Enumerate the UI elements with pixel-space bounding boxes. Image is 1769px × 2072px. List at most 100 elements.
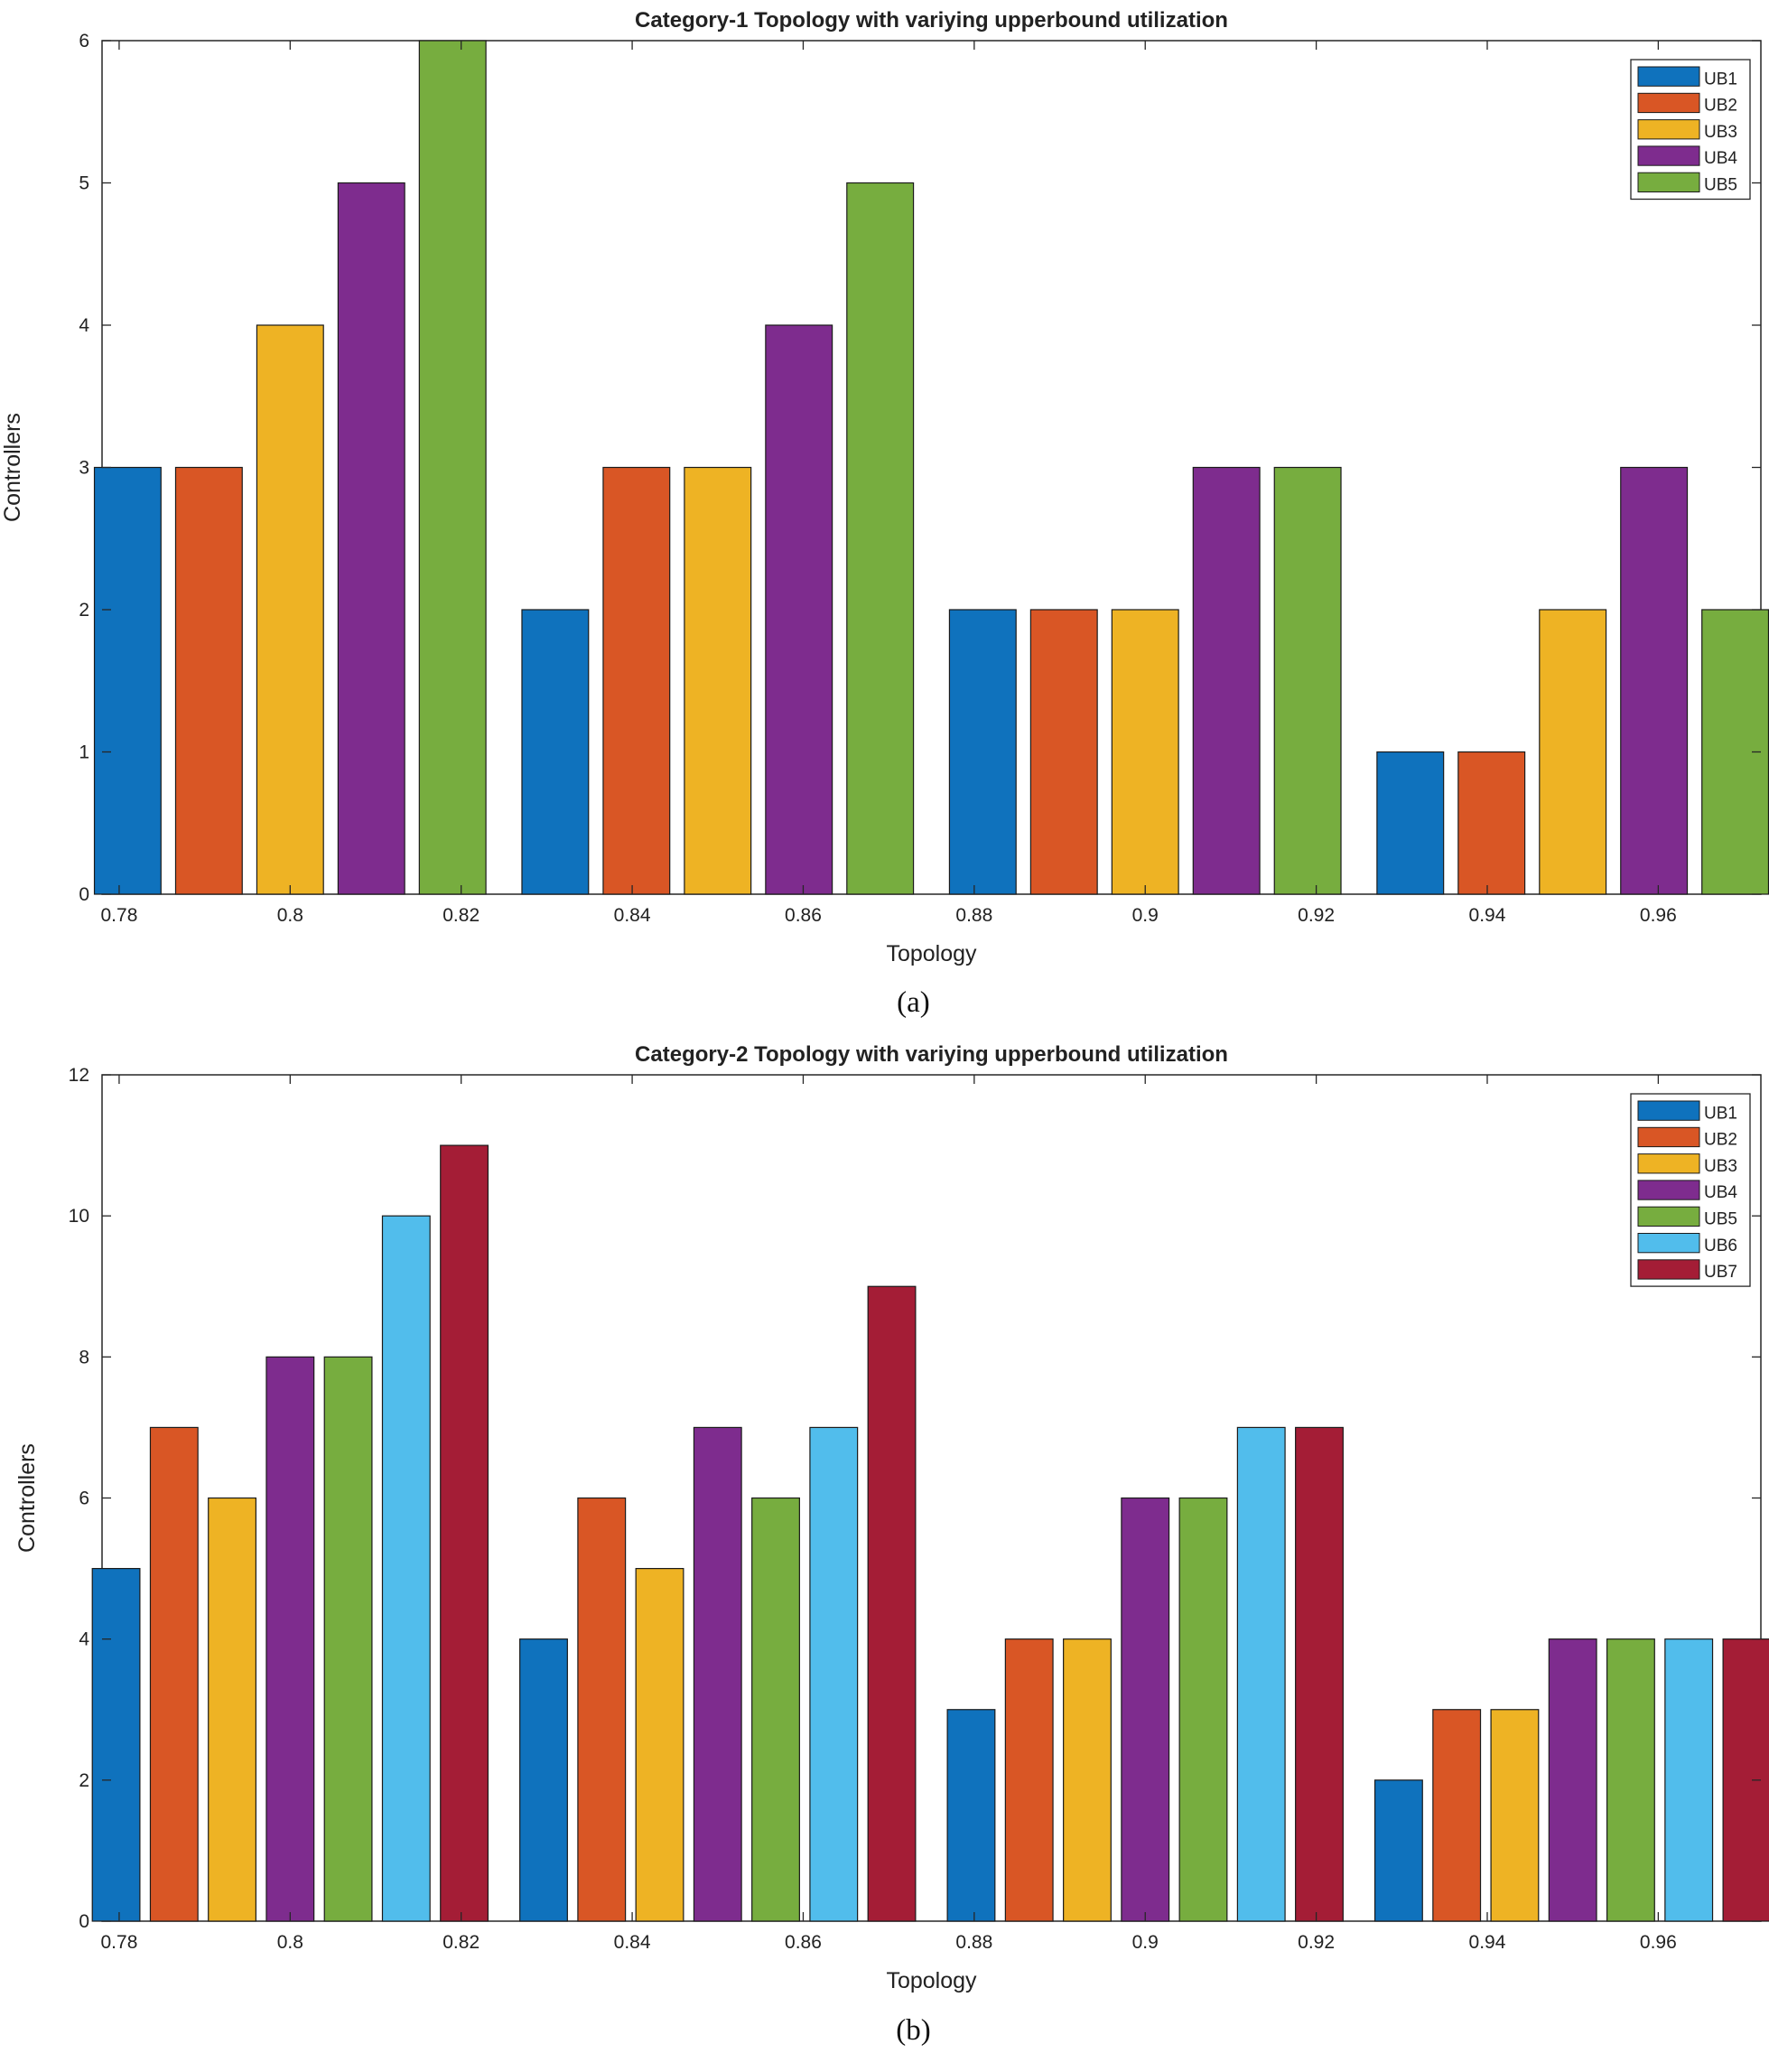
bar-ub5-group-3 [1178, 1497, 1228, 1922]
y-tick-label: 6 [79, 31, 89, 51]
bar-ub6-group-3 [1236, 1426, 1286, 1922]
legend-label-ub4: UB4 [1704, 149, 1737, 168]
y-tick-label: 6 [79, 1489, 89, 1509]
figure-caption: (a) [897, 986, 930, 1019]
y-tick-label: 3 [79, 458, 89, 479]
legend-swatch-ub4 [1637, 145, 1700, 166]
legend-swatch-ub1 [1637, 1100, 1700, 1121]
legend-label-ub3: UB3 [1704, 1157, 1737, 1176]
y-tick-label: 4 [79, 1629, 89, 1650]
x-tick-label: 0.9 [1132, 905, 1159, 926]
x-tick-label: 0.96 [1640, 1932, 1677, 1953]
legend-swatch-ub6 [1637, 1233, 1700, 1254]
bar-ub6-group-4 [1664, 1638, 1714, 1922]
bar-ub1-group-4 [1373, 1779, 1423, 1922]
legend-swatch-ub5 [1637, 172, 1700, 192]
bar-ub3-group-1 [256, 324, 324, 895]
bar-ub1-group-2 [521, 609, 590, 895]
x-tick-label: 0.86 [785, 1932, 822, 1953]
x-tick-label: 0.92 [1298, 1932, 1335, 1953]
bar-ub3-group-4 [1539, 609, 1607, 895]
bar-ub6-group-2 [809, 1426, 859, 1922]
bar-ub4-group-1 [265, 1356, 315, 1922]
x-tick-label: 0.84 [614, 1932, 651, 1953]
legend-label-ub7: UB7 [1704, 1263, 1737, 1282]
bar-ub1-group-1 [93, 466, 162, 895]
legend-swatch-ub5 [1637, 1206, 1700, 1227]
bar-ub7-group-3 [1295, 1426, 1344, 1922]
y-tick-label: 5 [79, 173, 89, 194]
bar-ub6-group-1 [381, 1215, 431, 1922]
x-tick-label: 0.8 [277, 1932, 303, 1953]
bar-ub3-group-4 [1490, 1709, 1540, 1922]
bar-ub1-group-4 [1376, 751, 1445, 895]
bar-ub4-group-3 [1121, 1497, 1170, 1922]
legend-label-ub1: UB1 [1704, 1104, 1737, 1123]
legend-swatch-ub3 [1637, 119, 1700, 140]
x-tick-label: 0.96 [1640, 905, 1677, 926]
y-tick-label: 8 [79, 1347, 89, 1367]
legend: UB1 UB2 UB3 UB4 UB5 UB6 UB7 [1630, 1093, 1751, 1287]
legend-swatch-ub4 [1637, 1180, 1700, 1200]
bar-ub4-group-1 [337, 182, 405, 895]
legend-swatch-ub2 [1637, 92, 1700, 114]
figure-caption: (b) [896, 2014, 930, 2047]
chart-2: Category-2 Topology with variying upperb… [14, 1042, 1769, 2047]
x-tick-label: 0.78 [101, 1932, 138, 1953]
legend-label-ub2: UB2 [1704, 1131, 1737, 1150]
legend-label-ub4: UB4 [1704, 1183, 1737, 1202]
y-tick-label: 10 [69, 1206, 89, 1227]
x-tick-label: 0.94 [1469, 905, 1506, 926]
x-tick-label: 0.82 [442, 1932, 479, 1953]
legend-label-ub2: UB2 [1704, 97, 1737, 116]
bar-ub5-group-2 [846, 182, 915, 895]
legend-label-ub6: UB6 [1704, 1237, 1737, 1255]
bar-ub3-group-2 [635, 1567, 684, 1922]
chart-title: Category-2 Topology with variying upperb… [635, 1042, 1228, 1067]
x-tick-label: 0.84 [614, 905, 651, 926]
legend-label-ub1: UB1 [1704, 70, 1737, 89]
y-tick-label: 0 [79, 1911, 89, 1932]
x-tick-label: 0.94 [1469, 1932, 1506, 1953]
x-tick-label: 0.9 [1132, 1932, 1159, 1953]
bar-ub2-group-3 [1029, 609, 1098, 895]
bar-ub4-group-4 [1548, 1638, 1597, 1922]
bar-ub1-group-2 [519, 1638, 568, 1922]
legend-swatch-ub7 [1637, 1259, 1700, 1280]
y-axis-label: Controllers [0, 413, 25, 522]
y-tick-label: 2 [79, 1770, 89, 1791]
y-tick-label: 4 [79, 315, 89, 336]
bar-ub7-group-2 [867, 1285, 917, 1922]
bar-ub2-group-3 [1004, 1638, 1054, 1922]
legend-label-ub3: UB3 [1704, 123, 1737, 142]
y-tick-label: 0 [79, 884, 89, 905]
bar-ub1-group-3 [946, 1709, 996, 1922]
bar-ub4-group-2 [693, 1426, 742, 1922]
bar-ub3-group-2 [684, 466, 752, 895]
chart-1: Category-1 Topology with variying upperb… [0, 8, 1769, 1019]
bar-ub1-group-1 [91, 1567, 141, 1922]
bar-ub4-group-3 [1192, 466, 1261, 895]
y-axis-label: Controllers [14, 1443, 40, 1553]
bar-ub7-group-4 [1722, 1638, 1769, 1922]
x-axis-label: Topology [886, 941, 977, 966]
bar-ub3-group-3 [1111, 609, 1179, 895]
bar-ub5-group-1 [323, 1356, 373, 1922]
legend-swatch-ub2 [1637, 1126, 1700, 1148]
bar-ub2-group-1 [174, 466, 243, 895]
legend: UB1 UB2 UB3 UB4 UB5 [1630, 59, 1751, 201]
bar-ub2-group-4 [1432, 1709, 1482, 1922]
bar-ub2-group-1 [149, 1426, 199, 1922]
bar-ub5-group-3 [1273, 466, 1342, 895]
y-tick-label: 1 [79, 742, 89, 763]
y-tick-label: 12 [69, 1065, 89, 1086]
bar-ub3-group-1 [208, 1497, 257, 1922]
x-tick-label: 0.92 [1298, 905, 1335, 926]
bar-ub5-group-2 [751, 1497, 800, 1922]
bar-ub2-group-2 [602, 466, 671, 895]
bar-ub4-group-4 [1620, 466, 1689, 895]
x-tick-label: 0.88 [955, 1932, 992, 1953]
y-tick-label: 2 [79, 600, 89, 621]
x-tick-label: 0.86 [785, 905, 822, 926]
